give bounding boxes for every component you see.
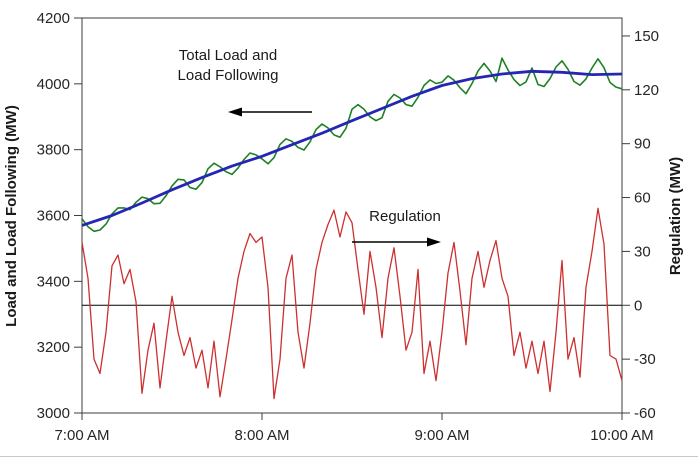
y-right-tick-label: -30 [634, 351, 656, 368]
y-left-tick-label: 3000 [37, 405, 70, 422]
right-axis-ticks: -60 -30 0 30 60 90 120 150 [622, 28, 659, 422]
y-left-tick-label: 4200 [37, 10, 70, 27]
left-axis-title: Load and Load Following (MW) [3, 105, 20, 327]
y-left-tick-label: 3600 [37, 208, 70, 225]
y-right-tick-label: 120 [634, 82, 659, 99]
y-left-tick-label: 4000 [37, 76, 70, 93]
x-axis-ticks: 7:00 AM 8:00 AM 9:00 AM 10:00 AM [54, 413, 654, 444]
x-tick-label: 9:00 AM [414, 427, 469, 444]
y-right-tick-label: 60 [634, 190, 651, 207]
left-axis-ticks: 3000 3200 3400 3600 3800 4000 4200 [37, 10, 82, 422]
total-load-line [81, 57, 623, 233]
total-load-arrow-icon [228, 107, 312, 117]
y-left-tick-label: 3800 [37, 142, 70, 159]
regulation-line [81, 207, 623, 400]
y-left-tick-label: 3400 [37, 273, 70, 290]
right-axis-title: Regulation (MW) [667, 157, 684, 275]
series-lines [81, 57, 623, 400]
x-tick-label: 10:00 AM [590, 427, 653, 444]
y-right-tick-label: 0 [634, 297, 642, 314]
annotation-total-load-line2: Load Following [178, 67, 279, 84]
plot-area-border [81, 17, 623, 414]
figure-bottom-border [0, 456, 698, 457]
regulation-arrow-icon [352, 237, 441, 247]
y-right-tick-label: 150 [634, 28, 659, 45]
annotation-total-load-line1: Total Load and [179, 47, 277, 64]
y-left-tick-label: 3200 [37, 339, 70, 356]
y-right-tick-label: -60 [634, 405, 656, 422]
load-following-line [81, 69, 623, 227]
y-right-tick-label: 90 [634, 136, 651, 153]
annotation-regulation: Regulation [369, 208, 441, 225]
y-right-tick-label: 30 [634, 243, 651, 260]
x-tick-label: 7:00 AM [54, 427, 109, 444]
x-tick-label: 8:00 AM [234, 427, 289, 444]
